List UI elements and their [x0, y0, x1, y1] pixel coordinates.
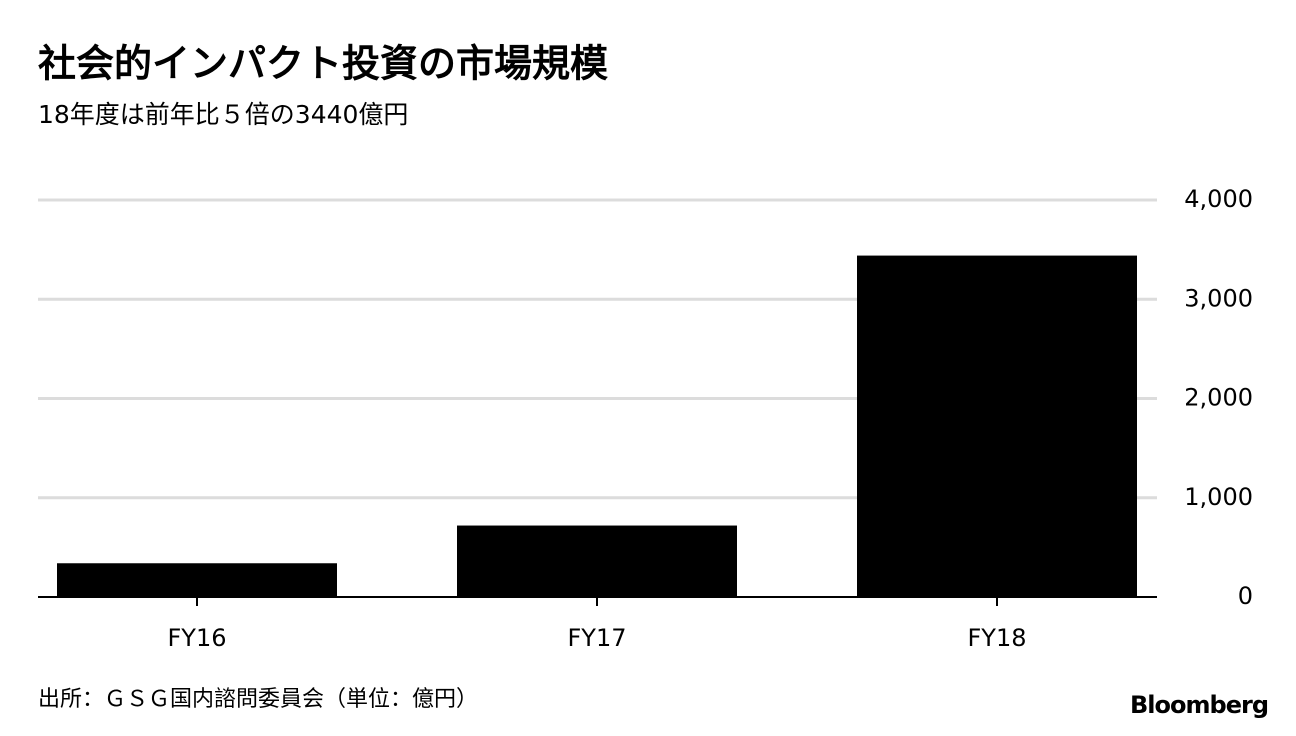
brand-logo: Bloomberg	[1130, 691, 1268, 719]
x-tick-label: FY18	[967, 624, 1026, 652]
chart-title: 社会的インパクト投資の市場規模	[38, 42, 608, 86]
x-tick-label: FY17	[567, 624, 626, 652]
x-tick-label: FY16	[167, 624, 226, 652]
y-tick-label: 3,000	[1184, 284, 1253, 312]
y-tick-label: 0	[1238, 582, 1253, 610]
y-tick-label: 4,000	[1184, 185, 1253, 213]
y-tick-label: 1,000	[1184, 483, 1253, 511]
source-note: 出所：ＧＳＧ国内諮問委員会（単位：億円）	[38, 687, 478, 712]
bar	[457, 525, 737, 597]
y-tick-label: 2,000	[1184, 384, 1253, 412]
chart-subtitle: 18年度は前年比５倍の3440億円	[38, 100, 408, 129]
bar	[857, 255, 1137, 597]
bar	[57, 563, 337, 597]
